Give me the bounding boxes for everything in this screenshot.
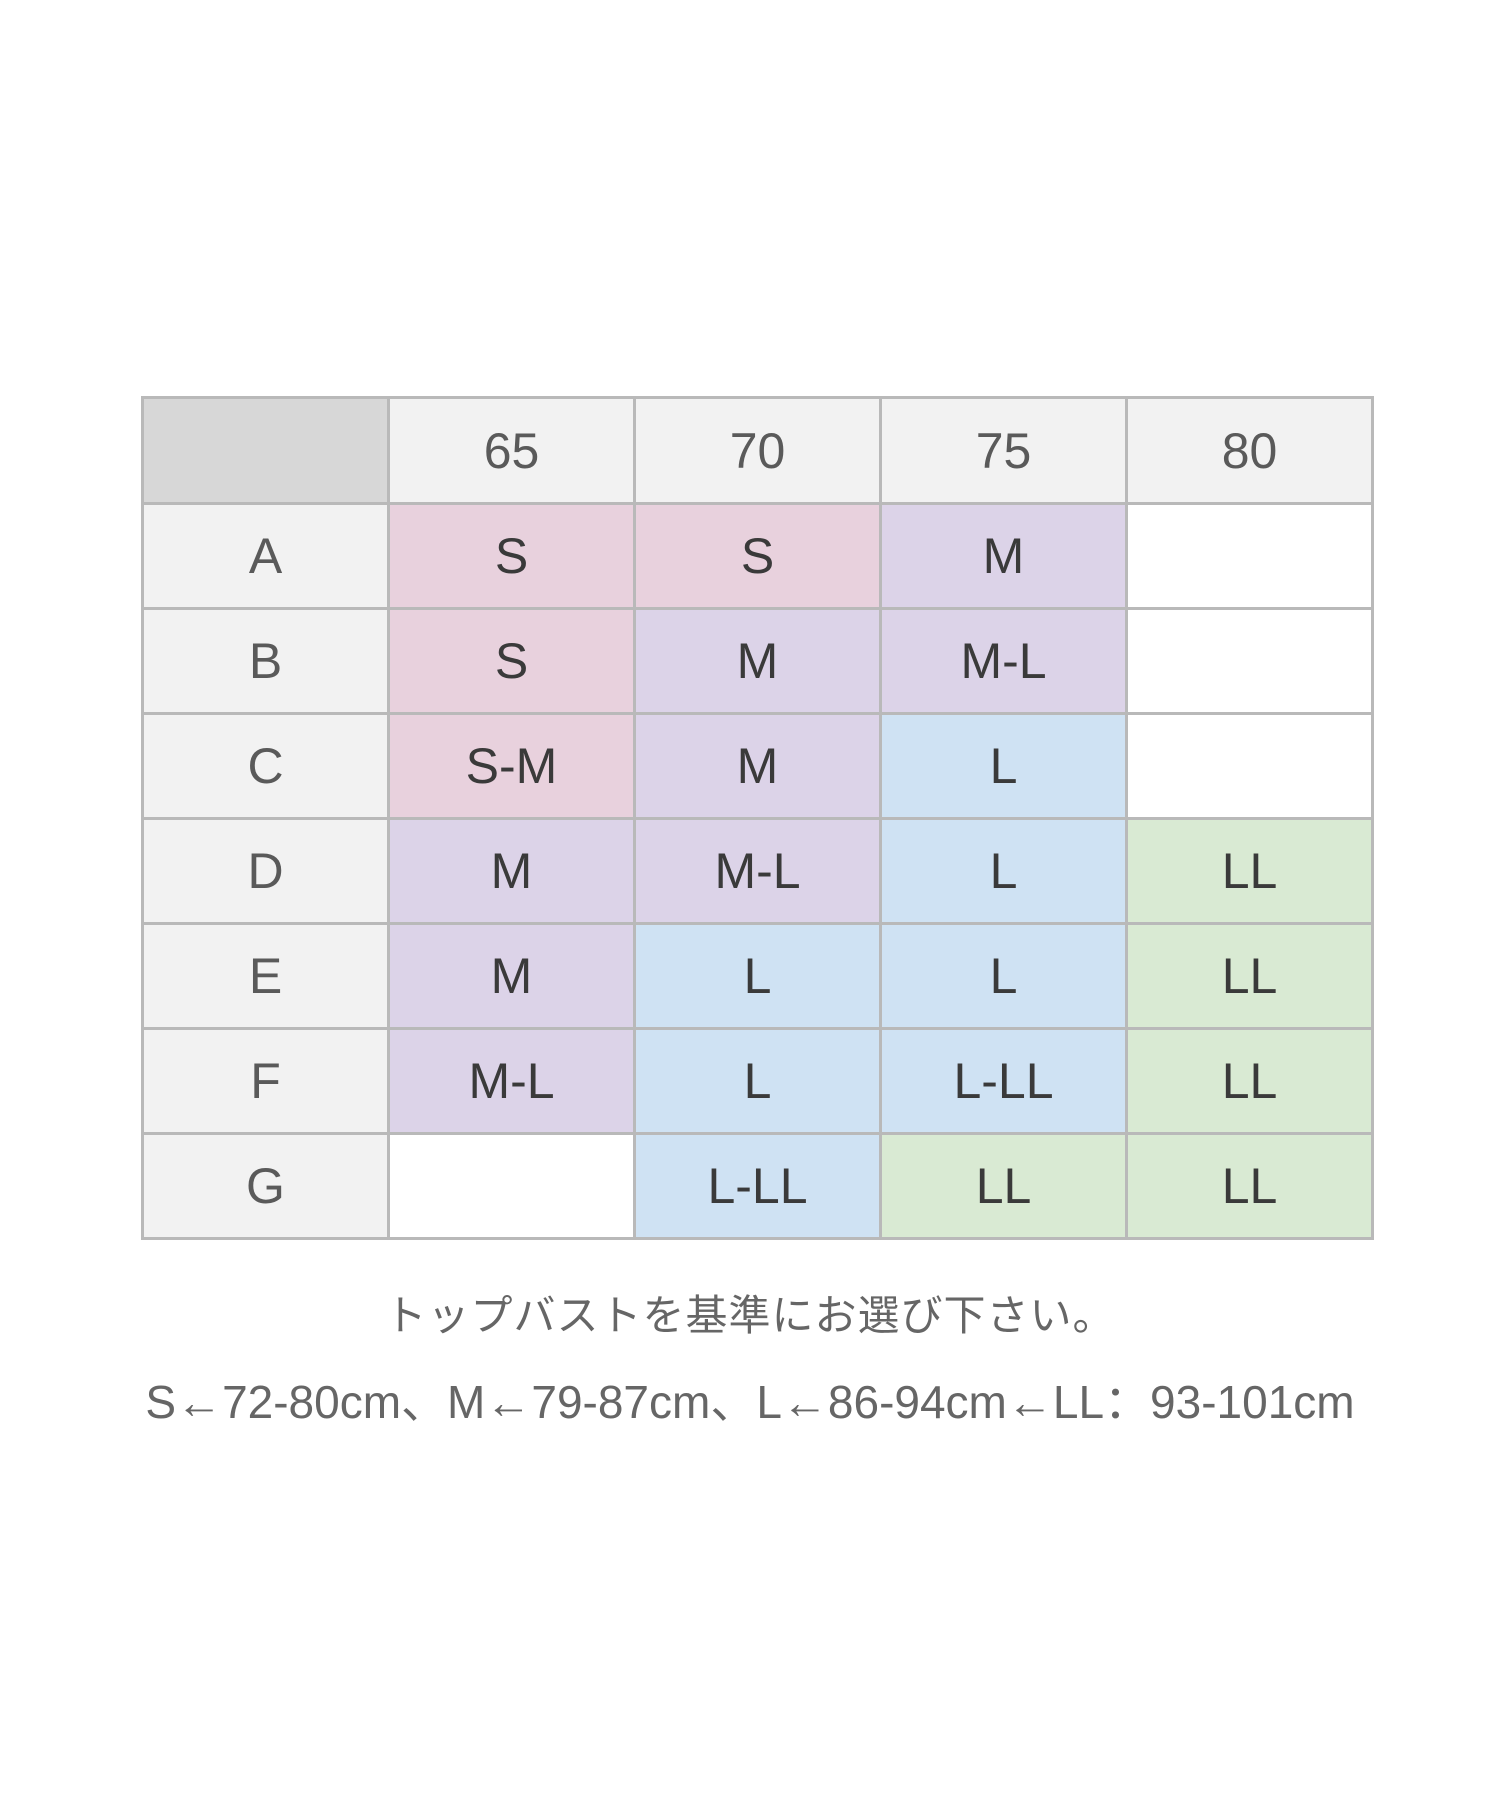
size-cell: L-LL [879, 1027, 1128, 1135]
column-header: 70 [633, 396, 882, 505]
size-cell: LL [1125, 817, 1374, 925]
row-header: E [141, 922, 390, 1030]
size-cell: M [879, 502, 1128, 610]
size-range-text: S←72-80cm、M←79-87cm、L←86-94cm←LL：93-101c… [145, 1376, 1355, 1428]
size-cell [1125, 502, 1374, 610]
size-cell: M [633, 712, 882, 820]
size-cell: S [387, 502, 636, 610]
row-header: B [141, 607, 390, 715]
size-cell: LL [879, 1132, 1128, 1240]
size-cell: M-L [633, 817, 882, 925]
instruction-text: トップバストを基準にお選び下さい。 [384, 1292, 1116, 1339]
column-header: 75 [879, 396, 1128, 505]
table-row: B S M M-L [141, 607, 1374, 715]
row-header: A [141, 502, 390, 610]
table-row: F M-L L L-LL LL [141, 1027, 1374, 1135]
size-cell: L [879, 922, 1128, 1030]
table-row: D M M-L L LL [141, 817, 1374, 925]
size-cell: LL [1125, 1132, 1374, 1240]
size-cell: M [633, 607, 882, 715]
size-cell: L [879, 712, 1128, 820]
size-cell: L [633, 922, 882, 1030]
size-cell: S [387, 607, 636, 715]
size-cell [387, 1132, 636, 1240]
corner-cell [141, 396, 390, 505]
size-cell: S-M [387, 712, 636, 820]
size-cell: M [387, 922, 636, 1030]
size-cell [1125, 712, 1374, 820]
size-cell: M [387, 817, 636, 925]
size-cell: M-L [879, 607, 1128, 715]
table-row: E M L L LL [141, 922, 1374, 1030]
size-cell: L [879, 817, 1128, 925]
row-header: F [141, 1027, 390, 1135]
size-cell: L-LL [633, 1132, 882, 1240]
header-row: 65 70 75 80 [141, 396, 1374, 505]
table-row: C S-M M L [141, 712, 1374, 820]
size-cell: M-L [387, 1027, 636, 1135]
row-header: D [141, 817, 390, 925]
column-header: 80 [1125, 396, 1374, 505]
size-cell: LL [1125, 1027, 1374, 1135]
row-header: C [141, 712, 390, 820]
column-header: 65 [387, 396, 636, 505]
size-cell: S [633, 502, 882, 610]
size-chart-table: 65 70 75 80 A S S M B S M M-L C S-M M L D M M-L L LL E M L L LL F M… [141, 396, 1374, 1240]
size-cell: L [633, 1027, 882, 1135]
table-row: G L-LL LL LL [141, 1132, 1374, 1240]
size-cell [1125, 607, 1374, 715]
size-cell: LL [1125, 922, 1374, 1030]
row-header: G [141, 1132, 390, 1240]
